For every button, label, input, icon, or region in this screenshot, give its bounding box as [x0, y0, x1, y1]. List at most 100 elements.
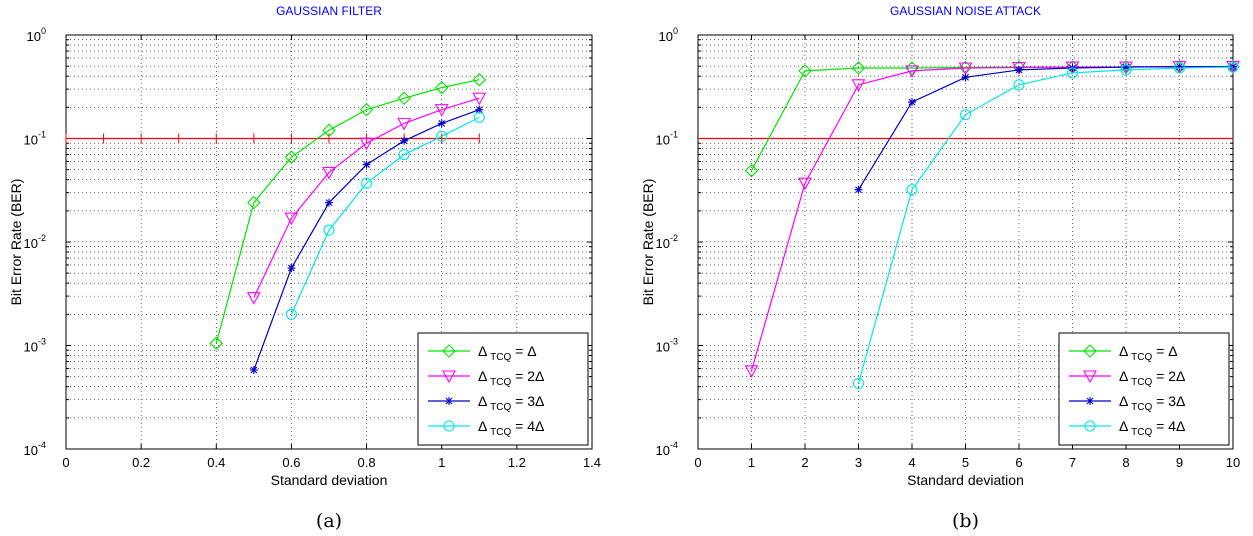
- panel-caption: (b): [952, 510, 979, 532]
- data-point: [400, 136, 409, 145]
- data-point: [322, 123, 336, 138]
- data-point: [246, 292, 261, 305]
- data-point: [472, 92, 487, 106]
- data-point: [1173, 62, 1186, 74]
- legend-marker: [445, 397, 453, 405]
- data-point: [325, 198, 333, 207]
- data-point: [1066, 67, 1079, 79]
- legend-entry: Δ TCQ = 2Δ: [1069, 368, 1185, 388]
- x-axis-label: Standard deviation: [271, 472, 388, 488]
- x-tick-label: 3: [855, 455, 862, 470]
- series-4: [852, 61, 1239, 389]
- y-tick-label: 100: [27, 26, 46, 44]
- chart-title: GAUSSIAN NOISE ATTACK: [890, 4, 1041, 18]
- y-tick-label: 10-3: [656, 337, 678, 355]
- legend-entry: Δ TCQ = 3Δ: [1069, 393, 1185, 413]
- series-line: [215, 79, 480, 344]
- y-tick-label: 10-2: [24, 233, 46, 251]
- x-tick-label: 1.4: [583, 455, 601, 470]
- legend-label: Δ TCQ = Δ: [1119, 343, 1178, 363]
- legend-marker: [1083, 344, 1097, 358]
- legend-entry: Δ TCQ = 2Δ: [428, 368, 544, 388]
- y-tick-label: 10-4: [24, 440, 46, 458]
- x-tick-label: 6: [1015, 455, 1022, 470]
- legend-marker: [442, 370, 456, 384]
- data-point: [397, 117, 412, 131]
- series-1: [209, 72, 487, 351]
- data-point: [908, 98, 916, 107]
- legend: Δ TCQ = Δ Δ TCQ = 2Δ Δ TCQ = 3Δ Δ TCQ = 4Δ: [417, 332, 589, 446]
- legend-marker: [1084, 420, 1096, 432]
- y-tick-label: 10-4: [656, 440, 678, 458]
- data-point: [744, 163, 759, 178]
- data-point: [961, 73, 970, 82]
- series-4: [285, 111, 485, 320]
- data-point: [852, 377, 865, 389]
- legend-label: Δ TCQ = 4Δ: [1119, 418, 1185, 438]
- data-point: [1227, 61, 1239, 73]
- y-tick-label: 10-1: [24, 130, 46, 148]
- data-point: [362, 160, 371, 169]
- data-point: [1120, 64, 1132, 76]
- data-point: [1015, 65, 1023, 74]
- legend-label: Δ TCQ = 4Δ: [478, 418, 544, 438]
- data-point: [744, 365, 759, 378]
- x-tick-label: 0.6: [282, 455, 300, 470]
- data-point: [851, 79, 866, 92]
- x-tick-label: 1: [438, 455, 445, 470]
- data-point: [1122, 63, 1130, 72]
- data-point: [322, 166, 336, 180]
- chart-title: GAUSSIAN FILTER: [276, 4, 382, 18]
- data-point: [905, 65, 919, 79]
- data-point: [434, 80, 449, 95]
- x-tick-label: 0.4: [207, 455, 225, 470]
- legend-entry: Δ TCQ = Δ: [428, 343, 537, 363]
- data-point: [247, 195, 261, 210]
- legend-marker: [1083, 370, 1097, 384]
- data-point: [472, 72, 487, 87]
- axis-ticks: [65, 34, 593, 450]
- y-tick-label: 10-1: [656, 130, 678, 148]
- series-line: [290, 116, 480, 315]
- data-point: [284, 150, 299, 164]
- data-point: [473, 111, 485, 123]
- y-tick-label: 100: [659, 26, 678, 44]
- legend-entry: Δ TCQ = 4Δ: [428, 418, 544, 438]
- chart-panel-b: 0 1 2 3 4 5 6 7 8 9 10 10-4 10-3 10-2 10-1 100 GAUSSIAN …: [640, 4, 1240, 532]
- x-tick-label: 7: [1069, 455, 1076, 470]
- data-point: [284, 212, 299, 226]
- legend-label: Δ TCQ = 3Δ: [478, 393, 544, 413]
- data-point: [959, 109, 972, 121]
- x-tick-label: 0.8: [358, 455, 376, 470]
- data-point: [1012, 61, 1026, 75]
- x-tick-label: 1.2: [508, 455, 526, 470]
- legend-label: Δ TCQ = 3Δ: [1119, 393, 1185, 413]
- data-point: [287, 264, 296, 273]
- series-3: [249, 105, 484, 374]
- data-point: [1013, 79, 1025, 91]
- x-tick-label: 10: [1226, 455, 1240, 470]
- axis-ticks: [697, 34, 1234, 450]
- x-tick-label: 0: [694, 455, 701, 470]
- legend-entry: Δ TCQ = Δ: [1069, 343, 1178, 363]
- x-tick-label: 9: [1176, 455, 1183, 470]
- data-point: [323, 224, 335, 236]
- x-tick-label: 2: [801, 455, 808, 470]
- series-3: [854, 62, 1237, 194]
- y-tick-label: 10-2: [656, 233, 678, 251]
- series-line: [253, 97, 480, 298]
- data-point: [249, 365, 258, 374]
- data-point: [851, 61, 866, 75]
- panel-caption: (a): [316, 510, 342, 532]
- x-axis-label: Standard deviation: [907, 472, 1024, 488]
- data-point: [398, 148, 410, 161]
- data-point: [359, 137, 374, 151]
- legend-label: Δ TCQ = Δ: [478, 343, 537, 363]
- legend-label: Δ TCQ = 2Δ: [1119, 368, 1185, 388]
- data-point: [798, 64, 812, 78]
- data-point: [285, 308, 297, 320]
- data-point: [359, 102, 374, 117]
- data-point: [906, 184, 918, 196]
- legend: Δ TCQ = Δ Δ TCQ = 2Δ Δ TCQ = 3Δ Δ TCQ = 4Δ: [1058, 332, 1230, 446]
